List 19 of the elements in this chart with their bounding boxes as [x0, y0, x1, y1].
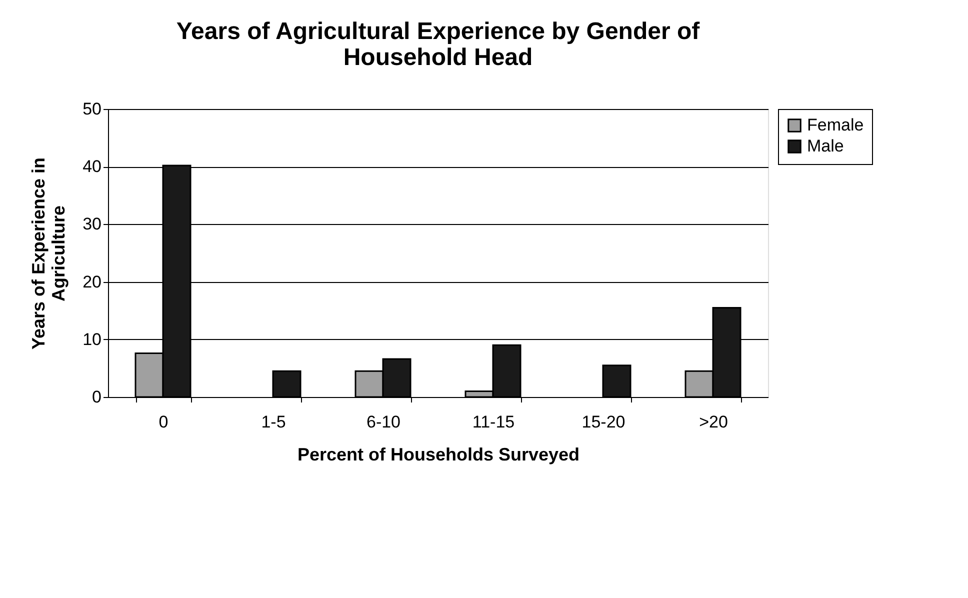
y-tick-label: 40: [82, 157, 102, 176]
x-tick-label: 6-10: [366, 412, 401, 432]
y-tick-label: 30: [82, 214, 102, 234]
legend-label: Female: [807, 116, 864, 134]
text: Years of Agricultural Experience by Gender of: [176, 18, 700, 45]
y-tick-label: 20: [82, 272, 102, 292]
y-tick-label: 50: [82, 100, 102, 118]
x-tick-label: 0: [158, 412, 168, 432]
x-tick-label: 15-20: [582, 412, 626, 432]
y-tick-label: 0: [92, 388, 102, 406]
legend-label: Male: [807, 136, 844, 156]
x-axis-title: Percent of Households Surveyed: [297, 444, 580, 464]
x-tick-label: 11-15: [472, 412, 515, 432]
x-tick-label: 1-5: [261, 412, 286, 432]
y-tick-label: 10: [82, 330, 102, 349]
text: Agriculture: [48, 205, 69, 302]
text: Years of Experience in: [28, 157, 49, 350]
text: Household Head: [343, 44, 533, 71]
x-tick-label: >20: [699, 412, 728, 432]
